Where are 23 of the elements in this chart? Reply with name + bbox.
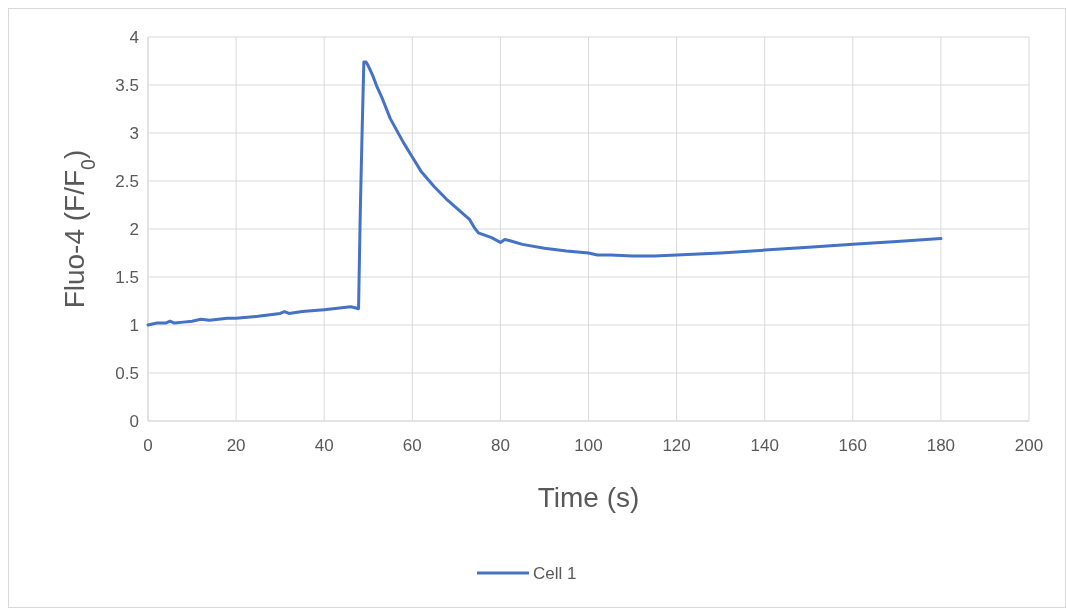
x-tick-label: 180 — [926, 436, 956, 455]
y-tick-label: 1.5 — [115, 267, 139, 287]
x-tick-label: 100 — [574, 436, 603, 455]
y-tick-label: 0 — [129, 411, 139, 431]
y-tick-label: 2.5 — [115, 171, 139, 191]
y-tick-label: 2 — [129, 219, 139, 239]
x-tick-label: 140 — [750, 436, 779, 455]
x-tick-label: 120 — [662, 436, 691, 455]
y-tick-label: 1 — [129, 315, 139, 335]
x-tick-label: 80 — [490, 436, 510, 455]
x-tick-label: 160 — [838, 436, 867, 455]
y-tick-label: 3 — [129, 123, 139, 143]
x-axis-title: Time (s) — [537, 482, 640, 513]
x-tick-label: 40 — [314, 436, 334, 455]
line-series — [146, 60, 943, 327]
y-tick-label: 0.5 — [115, 363, 139, 383]
y-tick-label: 3.5 — [115, 75, 139, 95]
x-tick-label: 60 — [402, 436, 422, 455]
x-tick-label: 0 — [143, 436, 153, 455]
x-tick-label: 20 — [226, 436, 246, 455]
y-tick-label: 4 — [129, 27, 139, 47]
legend-label: Cell 1 — [533, 563, 577, 583]
x-tick-label: 200 — [1014, 436, 1044, 455]
